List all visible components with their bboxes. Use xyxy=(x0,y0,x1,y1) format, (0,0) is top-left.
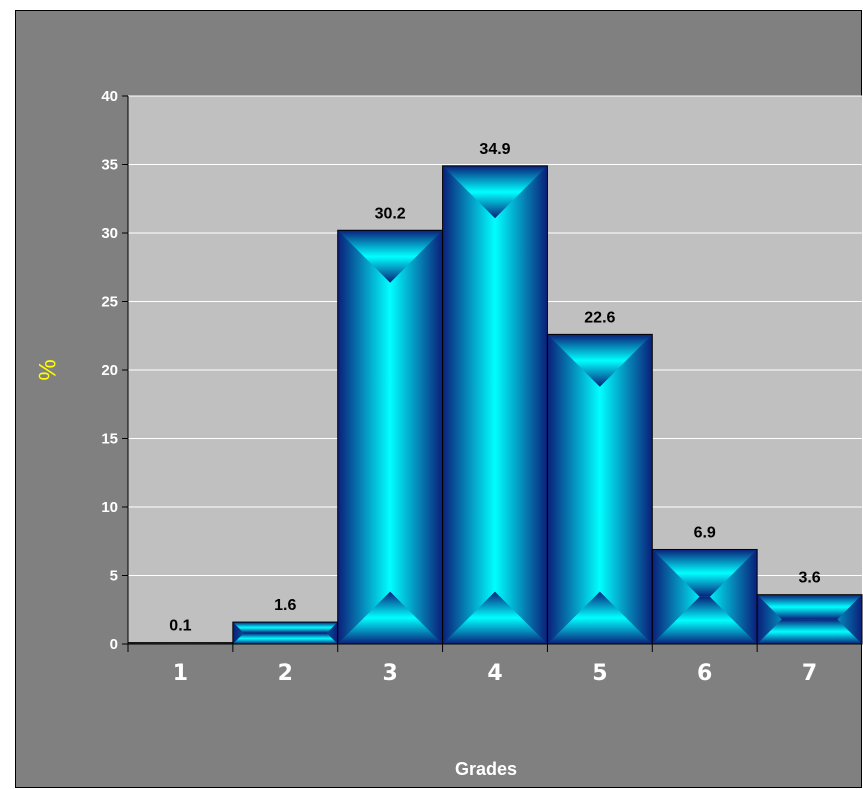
bar-shade-bottom xyxy=(547,591,653,644)
bar-fill xyxy=(337,230,443,644)
bar-5 xyxy=(546,333,653,645)
bar-4 xyxy=(442,165,548,645)
y-tick-label: 40 xyxy=(101,88,118,105)
bar-shade-top xyxy=(337,230,443,283)
bar-shade-bottom xyxy=(337,591,443,644)
x-tick-label: 6 xyxy=(697,661,712,686)
y-tick-label: 5 xyxy=(110,568,118,585)
y-tick-label: 0 xyxy=(110,636,118,653)
data-label: 30.2 xyxy=(375,205,406,222)
data-label: 34.9 xyxy=(479,141,510,158)
y-tick-label: 30 xyxy=(101,225,118,242)
y-tick-label: 35 xyxy=(101,157,118,174)
bar-shade-bottom xyxy=(757,619,862,644)
bar-6 xyxy=(651,548,758,645)
y-tick-label: 15 xyxy=(101,431,118,448)
bar-shade-top xyxy=(547,334,653,387)
bar-fill xyxy=(442,165,548,644)
bar-shade-top xyxy=(757,594,862,620)
bar-shade-bottom xyxy=(652,596,758,644)
bar-shade-top xyxy=(442,165,548,219)
x-tick-label: 4 xyxy=(487,661,502,686)
x-axis-title: Grades xyxy=(455,759,517,779)
axes xyxy=(122,95,862,652)
bar-shade-top xyxy=(652,549,758,597)
data-label: 0.1 xyxy=(169,618,191,635)
bar-shade-bottom xyxy=(232,633,338,644)
bar-shade-bottom xyxy=(442,591,548,644)
y-tick-label: 25 xyxy=(101,294,118,311)
data-label: 6.9 xyxy=(694,524,716,541)
bar-3 xyxy=(337,229,444,645)
labels: 0 5 10 15 20 25 30 35 40 0.1 1 1.6 2 30.2 3 34.9 4 22.6 5 6… xyxy=(101,88,820,686)
bar-shade-top xyxy=(232,622,338,634)
y-tick-label: 10 xyxy=(101,499,118,516)
bar-7 xyxy=(756,594,863,645)
x-tick-label: 5 xyxy=(592,661,607,686)
x-tick-label: 2 xyxy=(278,661,293,686)
x-tick-label: 1 xyxy=(173,661,188,686)
x-tick-label: 3 xyxy=(382,661,397,686)
bars xyxy=(127,165,863,645)
y-tick-label: 20 xyxy=(101,362,118,379)
data-label: 22.6 xyxy=(584,309,615,326)
y-axis-title: % xyxy=(35,359,62,380)
bar-2 xyxy=(232,621,339,645)
x-tick-label: 7 xyxy=(802,661,817,686)
data-label: 1.6 xyxy=(274,597,296,614)
data-label: 3.6 xyxy=(798,570,820,587)
